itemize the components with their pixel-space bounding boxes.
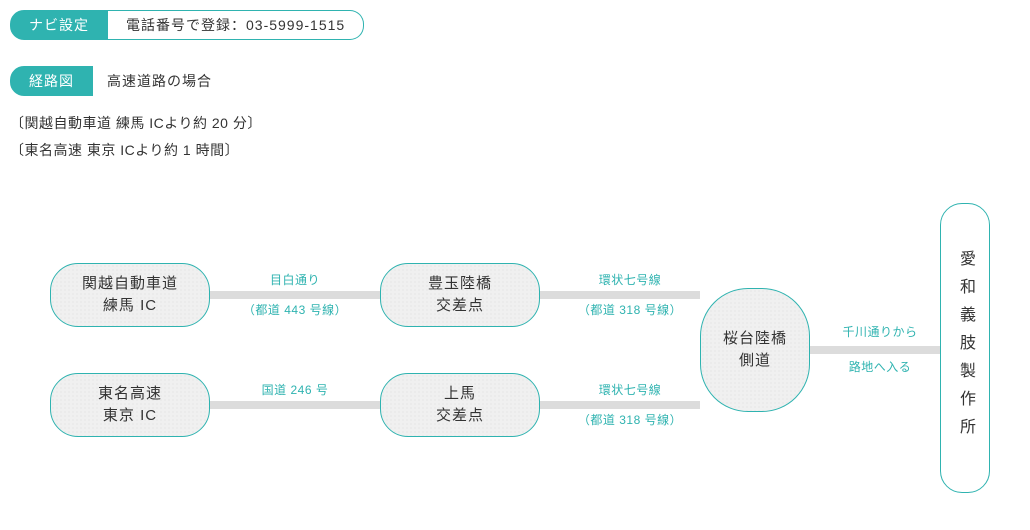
- navi-setting-label: ナビ設定: [10, 10, 108, 40]
- edge-label-e2-bottom: （都道 318 号線）: [555, 301, 705, 319]
- route-map-value: 高速道路の場合: [93, 67, 230, 95]
- node-label: 豊玉陸橋 交差点: [428, 273, 492, 318]
- edge-label-e5-top: 千川通りから: [825, 323, 935, 341]
- route-notes: 〔関越自動車道 練馬 ICより約 20 分〕 〔東名高速 東京 ICより約 1 …: [10, 110, 1030, 163]
- node-kamiuma: 上馬 交差点: [380, 373, 540, 437]
- node-label: 上馬 交差点: [436, 383, 484, 428]
- navi-setting-value: 電話番号で登録：03-5999-1515: [108, 10, 364, 40]
- edge-n3-n4: [210, 401, 380, 409]
- node-destination: 愛和義肢製作所: [940, 203, 990, 493]
- edge-label-e1-top: 目白通り: [220, 271, 370, 289]
- edge-n4-n5: [540, 401, 700, 409]
- edge-n1-n2: [210, 291, 380, 299]
- edge-label-e2-top: 環状七号線: [555, 271, 705, 289]
- edge-n2-n5: [540, 291, 700, 299]
- edge-label-e4-top: 環状七号線: [555, 381, 705, 399]
- navi-setting-row: ナビ設定 電話番号で登録：03-5999-1515: [10, 10, 1030, 40]
- route-diagram: 目白通り （都道 443 号線） 環状七号線 （都道 318 号線） 国道 24…: [0, 193, 1030, 523]
- edge-label-e1-bottom: （都道 443 号線）: [220, 301, 370, 319]
- node-label: 桜台陸橋 側道: [723, 328, 787, 373]
- node-label: 東名高速 東京 IC: [98, 383, 162, 428]
- node-sakuradai-rikkyo: 桜台陸橋 側道: [700, 288, 810, 412]
- edge-label-e3-top: 国道 246 号: [230, 381, 360, 399]
- edge-n5-dest: [810, 346, 940, 354]
- node-label: 関越自動車道 練馬 IC: [82, 273, 178, 318]
- node-tomei-tokyo-ic: 東名高速 東京 IC: [50, 373, 210, 437]
- node-toyotama-rikkyo: 豊玉陸橋 交差点: [380, 263, 540, 327]
- route-note-2: 〔東名高速 東京 ICより約 1 時間〕: [10, 137, 1030, 164]
- route-map-label: 経路図: [10, 66, 93, 96]
- edge-label-e5-bottom: 路地へ入る: [825, 358, 935, 376]
- node-label: 愛和義肢製作所: [953, 250, 977, 446]
- route-note-1: 〔関越自動車道 練馬 ICより約 20 分〕: [10, 110, 1030, 137]
- edge-label-e4-bottom: （都道 318 号線）: [555, 411, 705, 429]
- route-map-row: 経路図 高速道路の場合: [10, 66, 1030, 96]
- node-kanetsu-nerima-ic: 関越自動車道 練馬 IC: [50, 263, 210, 327]
